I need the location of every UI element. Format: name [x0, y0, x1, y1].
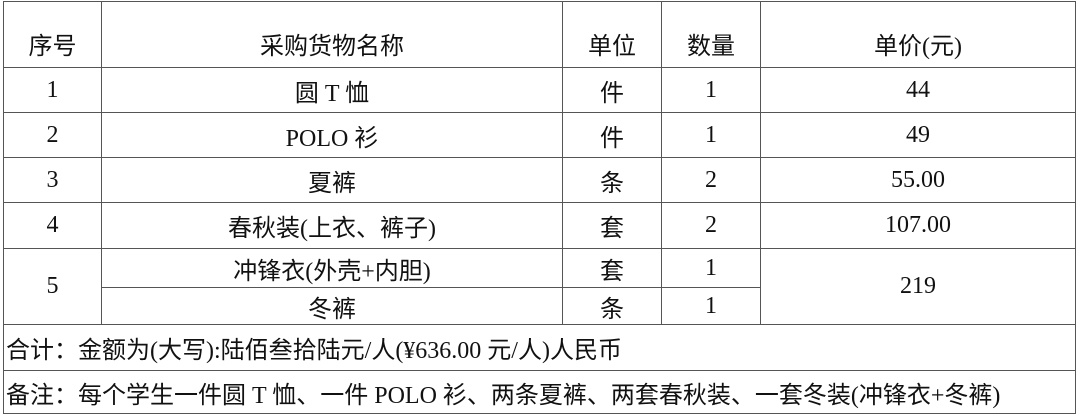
header-unit: 单位 — [562, 1, 662, 68]
header-qty: 数量 — [661, 1, 761, 68]
table-row: 2 POLO 衫 件 1 49 — [3, 112, 1076, 158]
cell-no: 4 — [3, 202, 102, 249]
total-text: 合计：金额为(大写):陆佰叁拾陆元/人(¥636.00 元/人)人民币 — [3, 324, 1076, 371]
cell-unit: 套 — [562, 202, 662, 249]
cell-unit: 条 — [562, 287, 662, 325]
cell-name: POLO 衫 — [101, 112, 563, 158]
cell-qty: 1 — [661, 112, 761, 158]
header-row: 序号 采购货物名称 单位 数量 单价(元) — [3, 1, 1076, 68]
cell-qty: 1 — [661, 248, 761, 288]
cell-price: 107.00 — [760, 202, 1076, 249]
cell-price: 49 — [760, 112, 1076, 158]
cell-qty: 1 — [661, 67, 761, 113]
cell-unit: 条 — [562, 157, 662, 203]
header-name: 采购货物名称 — [101, 1, 563, 68]
cell-name: 夏裤 — [101, 157, 563, 203]
table-row: 4 春秋装(上衣、裤子) 套 2 107.00 — [3, 202, 1076, 249]
procurement-table: 序号 采购货物名称 单位 数量 单价(元) 1 圆 T 恤 件 1 44 2 P… — [3, 1, 1076, 414]
header-no: 序号 — [3, 1, 102, 68]
table-row: 5 冲锋衣(外壳+内胆) 套 1 219 — [3, 248, 1076, 325]
table-row: 3 夏裤 条 2 55.00 — [3, 157, 1076, 203]
header-price: 单价(元) — [760, 1, 1076, 68]
note-text: 备注：每个学生一件圆 T 恤、一件 POLO 衫、两条夏裤、两套春秋装、一套冬装… — [3, 370, 1076, 414]
cell-name: 春秋装(上衣、裤子) — [101, 202, 563, 249]
cell-no: 2 — [3, 112, 102, 158]
cell-price: 55.00 — [760, 157, 1076, 203]
cell-name: 圆 T 恤 — [101, 67, 563, 113]
cell-qty: 1 — [661, 287, 761, 325]
note-row: 备注：每个学生一件圆 T 恤、一件 POLO 衫、两条夏裤、两套春秋装、一套冬装… — [3, 370, 1076, 414]
cell-price: 44 — [760, 67, 1076, 113]
cell-no: 1 — [3, 67, 102, 113]
cell-name: 冬裤 — [101, 287, 563, 325]
table-row: 冬裤 条 1 — [4, 287, 1076, 325]
cell-unit: 件 — [562, 67, 662, 113]
cell-unit: 件 — [562, 112, 662, 158]
cell-price: 219 — [760, 248, 1076, 325]
table-row: 1 圆 T 恤 件 1 44 — [3, 67, 1076, 113]
cell-no: 5 — [3, 248, 102, 325]
cell-name: 冲锋衣(外壳+内胆) — [101, 248, 563, 288]
cell-no: 3 — [3, 157, 102, 203]
cell-qty: 2 — [661, 157, 761, 203]
cell-qty: 2 — [661, 202, 761, 249]
total-row: 合计：金额为(大写):陆佰叁拾陆元/人(¥636.00 元/人)人民币 — [3, 324, 1076, 371]
cell-unit: 套 — [562, 248, 662, 288]
